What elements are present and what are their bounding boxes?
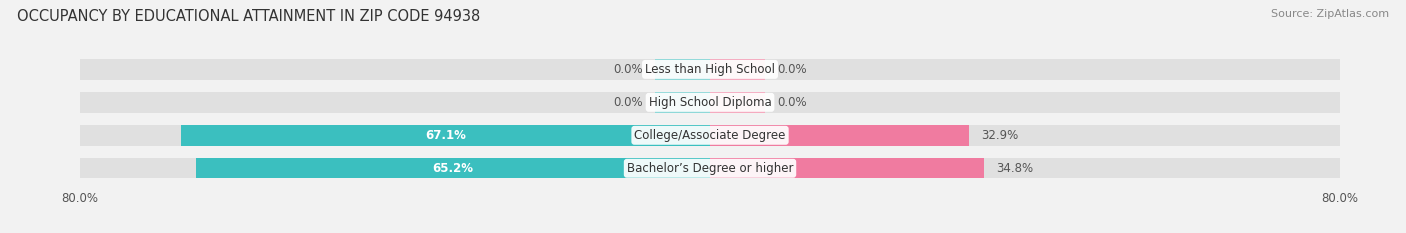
Text: 0.0%: 0.0% [613, 63, 643, 76]
Text: 65.2%: 65.2% [433, 162, 474, 175]
Bar [710, 125, 969, 146]
Bar [80, 92, 710, 113]
Text: OCCUPANCY BY EDUCATIONAL ATTAINMENT IN ZIP CODE 94938: OCCUPANCY BY EDUCATIONAL ATTAINMENT IN Z… [17, 9, 479, 24]
Bar [197, 158, 710, 178]
Bar [710, 92, 1340, 113]
Bar [655, 92, 710, 113]
Bar [655, 59, 710, 80]
Text: 34.8%: 34.8% [995, 162, 1033, 175]
Text: 32.9%: 32.9% [981, 129, 1018, 142]
Bar [181, 125, 710, 146]
Text: Source: ZipAtlas.com: Source: ZipAtlas.com [1271, 9, 1389, 19]
Bar [710, 125, 1340, 146]
Bar [80, 158, 710, 178]
Text: High School Diploma: High School Diploma [648, 96, 772, 109]
Text: Bachelor’s Degree or higher: Bachelor’s Degree or higher [627, 162, 793, 175]
Bar [710, 158, 1340, 178]
Text: 0.0%: 0.0% [778, 63, 807, 76]
Bar [80, 59, 710, 80]
Bar [710, 59, 1340, 80]
Text: Less than High School: Less than High School [645, 63, 775, 76]
Text: 0.0%: 0.0% [778, 96, 807, 109]
Bar [710, 59, 765, 80]
Bar [710, 92, 765, 113]
Text: College/Associate Degree: College/Associate Degree [634, 129, 786, 142]
Bar [80, 125, 710, 146]
Bar [710, 158, 984, 178]
Text: 67.1%: 67.1% [426, 129, 467, 142]
Text: 0.0%: 0.0% [613, 96, 643, 109]
